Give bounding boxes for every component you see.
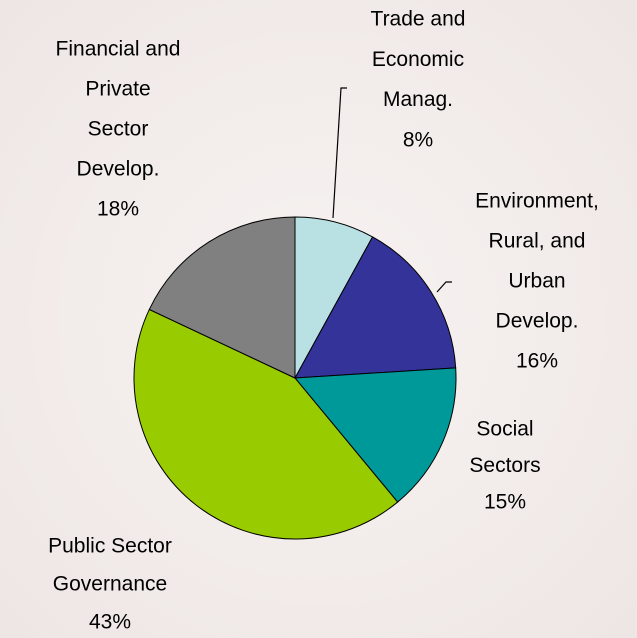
leader-line (436, 281, 452, 293)
value-label: 18% (97, 198, 139, 221)
pie-slice (294, 236, 457, 379)
slice-label: Social (476, 418, 533, 441)
slice-label: Public Sector (48, 535, 172, 558)
slice-label: Trade and (371, 8, 466, 31)
pie-slice (133, 308, 399, 540)
value-label: 8% (403, 128, 433, 151)
value-label: 43% (89, 611, 131, 634)
pie (133, 216, 457, 540)
slice-label: Rural, and (489, 230, 586, 253)
leader-line (332, 87, 347, 219)
slice-label: Financial and (56, 38, 181, 61)
slice-label: Develop. (77, 158, 160, 181)
slice-label: Economic (372, 48, 464, 71)
slice-label: Governance (53, 573, 167, 596)
slice-label: Private (85, 78, 150, 101)
pie-slice (293, 367, 457, 503)
slice-label: Urban (508, 270, 565, 293)
slice-label: Develop. (496, 310, 579, 333)
value-label: 16% (516, 350, 558, 373)
slice-label: Manag. (383, 88, 453, 111)
slice-label: Environment, (475, 190, 599, 213)
value-label: 15% (484, 491, 526, 514)
slice-label: Sector (88, 118, 149, 141)
labels: Trade and Economic Manag. 8% Environment, Rur… (48, 8, 599, 634)
slice-label: Sectors (469, 454, 540, 477)
pie-slice (148, 216, 296, 379)
